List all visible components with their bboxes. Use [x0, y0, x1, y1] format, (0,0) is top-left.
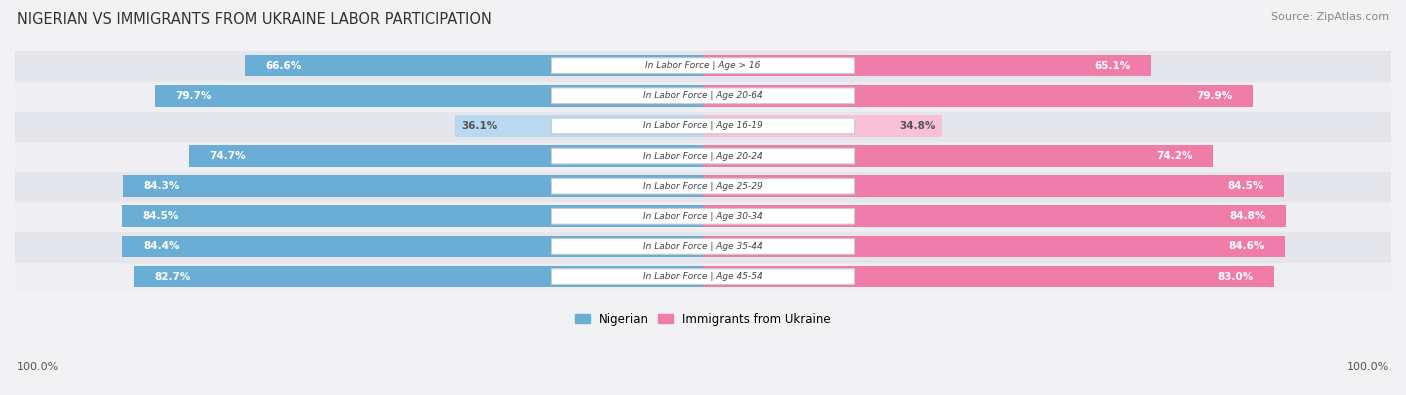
Bar [122, 205, 703, 227]
FancyBboxPatch shape [551, 118, 855, 134]
Bar [703, 266, 1274, 288]
Bar [188, 145, 703, 167]
Legend: Nigerian, Immigrants from Ukraine: Nigerian, Immigrants from Ukraine [572, 309, 834, 329]
FancyBboxPatch shape [551, 148, 855, 164]
Text: 74.2%: 74.2% [1156, 151, 1192, 161]
Text: In Labor Force | Age 20-64: In Labor Force | Age 20-64 [643, 91, 763, 100]
Bar [703, 235, 1285, 257]
Text: 84.5%: 84.5% [142, 211, 179, 221]
Bar [155, 85, 703, 107]
Bar [454, 115, 703, 137]
Bar [703, 175, 1284, 197]
Text: Source: ZipAtlas.com: Source: ZipAtlas.com [1271, 12, 1389, 22]
Bar [703, 145, 1213, 167]
Text: 36.1%: 36.1% [461, 121, 498, 131]
Bar [134, 266, 703, 288]
Bar [703, 115, 942, 137]
Text: 65.1%: 65.1% [1094, 60, 1130, 71]
Text: NIGERIAN VS IMMIGRANTS FROM UKRAINE LABOR PARTICIPATION: NIGERIAN VS IMMIGRANTS FROM UKRAINE LABO… [17, 12, 492, 27]
Text: 74.7%: 74.7% [209, 151, 246, 161]
FancyBboxPatch shape [551, 88, 855, 103]
Bar [122, 175, 703, 197]
Bar [15, 141, 1391, 171]
Bar [15, 261, 1391, 292]
Text: In Labor Force | Age 25-29: In Labor Force | Age 25-29 [643, 182, 763, 191]
Text: In Labor Force | Age 35-44: In Labor Force | Age 35-44 [643, 242, 763, 251]
Bar [15, 51, 1391, 81]
Text: 84.8%: 84.8% [1229, 211, 1265, 221]
Bar [703, 55, 1152, 77]
FancyBboxPatch shape [551, 178, 855, 194]
FancyBboxPatch shape [551, 209, 855, 224]
FancyBboxPatch shape [551, 239, 855, 254]
Text: In Labor Force | Age > 16: In Labor Force | Age > 16 [645, 61, 761, 70]
Bar [15, 81, 1391, 111]
Bar [15, 231, 1391, 261]
Text: 84.3%: 84.3% [143, 181, 180, 191]
FancyBboxPatch shape [551, 269, 855, 284]
Text: 79.7%: 79.7% [176, 91, 212, 101]
Bar [122, 235, 703, 257]
Text: 100.0%: 100.0% [17, 362, 59, 372]
Text: 83.0%: 83.0% [1218, 272, 1253, 282]
Bar [703, 85, 1253, 107]
Text: 79.9%: 79.9% [1197, 91, 1232, 101]
Bar [15, 111, 1391, 141]
Text: 84.6%: 84.6% [1227, 241, 1264, 252]
Bar [245, 55, 703, 77]
Bar [703, 205, 1286, 227]
Text: In Labor Force | Age 16-19: In Labor Force | Age 16-19 [643, 121, 763, 130]
Text: 100.0%: 100.0% [1347, 362, 1389, 372]
Text: 34.8%: 34.8% [900, 121, 935, 131]
Text: 84.4%: 84.4% [143, 241, 180, 252]
Text: 84.5%: 84.5% [1227, 181, 1264, 191]
FancyBboxPatch shape [551, 58, 855, 73]
Text: In Labor Force | Age 30-34: In Labor Force | Age 30-34 [643, 212, 763, 221]
Text: In Labor Force | Age 45-54: In Labor Force | Age 45-54 [643, 272, 763, 281]
Text: In Labor Force | Age 20-24: In Labor Force | Age 20-24 [643, 152, 763, 160]
Text: 82.7%: 82.7% [155, 272, 191, 282]
Bar [15, 201, 1391, 231]
Bar [15, 171, 1391, 201]
Text: 66.6%: 66.6% [266, 60, 302, 71]
